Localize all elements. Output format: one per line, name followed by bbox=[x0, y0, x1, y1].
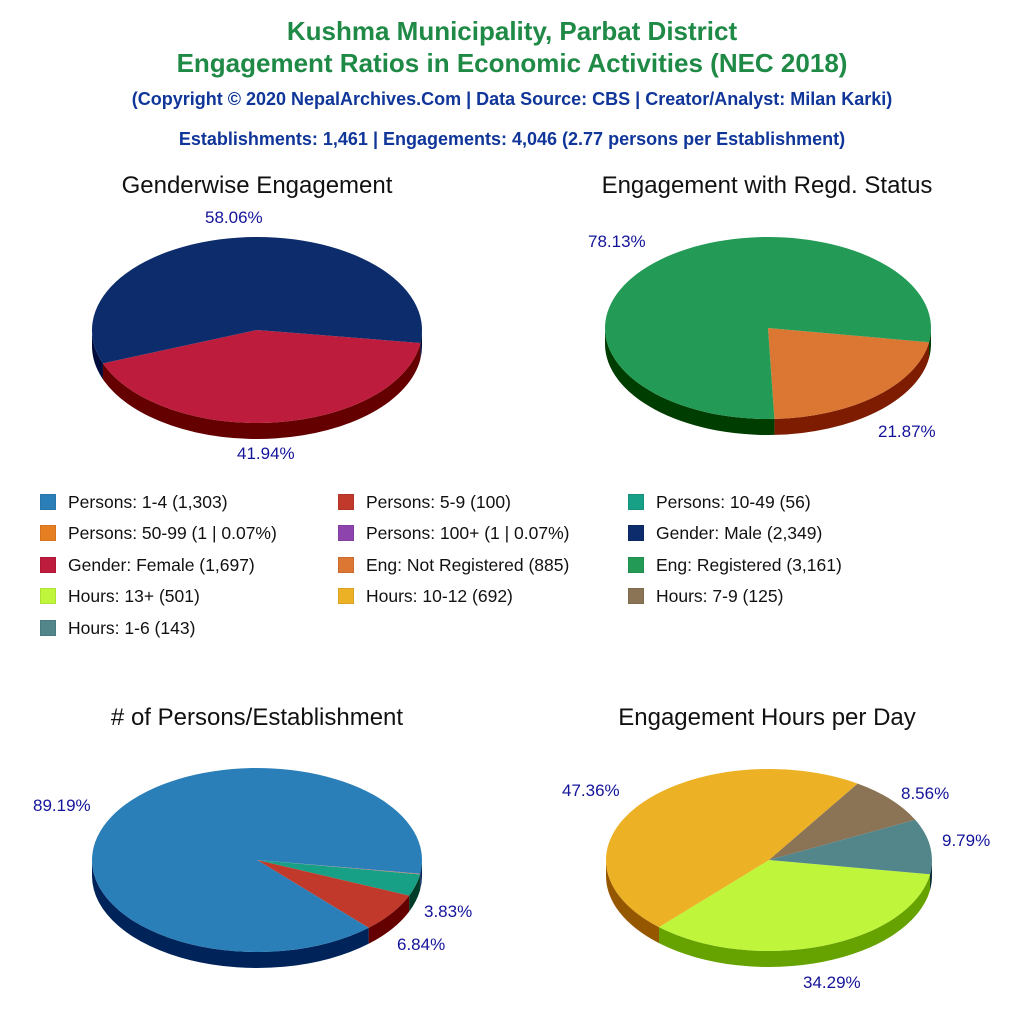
summary-line: Establishments: 1,461 | Engagements: 4,0… bbox=[178, 129, 846, 149]
legend-item: Persons: 100+ (1 | 0.07%) bbox=[338, 523, 569, 543]
legend-item: Persons: 50-99 (1 | 0.07%) bbox=[40, 523, 277, 543]
pct-label-male: 58.06% bbox=[205, 208, 263, 227]
pie-side-wall bbox=[605, 328, 775, 435]
pie-side-wall bbox=[92, 860, 369, 969]
pie-slice bbox=[257, 860, 421, 874]
legend-item: Hours: 7-9 (125) bbox=[628, 586, 783, 606]
pie-slice bbox=[257, 860, 420, 896]
pie-side-wall bbox=[92, 330, 103, 380]
legend-swatch bbox=[40, 620, 56, 636]
pct-label-persons-1-4: 89.19% bbox=[33, 796, 91, 815]
pie-side-wall bbox=[102, 342, 421, 439]
pct-label-not-registered: 21.87% bbox=[878, 422, 936, 441]
credits-line: (Copyright © 2020 NepalArchives.Com | Da… bbox=[131, 89, 893, 109]
legend-swatch bbox=[40, 494, 56, 510]
pie-slice bbox=[257, 860, 421, 875]
legend-swatch bbox=[628, 588, 644, 604]
legend-swatch bbox=[338, 588, 354, 604]
pie-title-gender: Genderwise Engagement bbox=[121, 172, 393, 199]
legend-swatch bbox=[338, 557, 354, 573]
legend-swatch bbox=[628, 557, 644, 573]
legend-item: Persons: 5-9 (100) bbox=[338, 492, 511, 512]
pie-side-wall bbox=[409, 874, 420, 912]
pie-side-wall bbox=[774, 342, 929, 435]
pct-label-hours-1-6: 9.79% bbox=[942, 831, 991, 850]
pie-slice bbox=[658, 860, 930, 951]
legend-item: Persons: 1-4 (1,303) bbox=[40, 492, 228, 512]
pie-title-regd: Engagement with Regd. Status bbox=[601, 172, 933, 199]
legend-item: Hours: 1-6 (143) bbox=[40, 618, 195, 638]
pie-slice bbox=[257, 860, 410, 928]
pct-label-hours-10-12: 47.36% bbox=[562, 781, 620, 800]
legend-swatch bbox=[338, 494, 354, 510]
pie-side-wall bbox=[658, 874, 930, 968]
legend-swatch bbox=[40, 525, 56, 541]
pie-slice bbox=[769, 783, 916, 860]
pct-label-persons-5-9: 6.84% bbox=[397, 935, 446, 954]
pie-title-persons: # of Persons/Establishment bbox=[110, 704, 404, 731]
pie-title-hours: Engagement Hours per Day bbox=[618, 704, 916, 731]
pie-slice bbox=[606, 769, 858, 928]
pie-side-wall bbox=[929, 860, 932, 891]
legend-item: Gender: Male (2,349) bbox=[628, 523, 822, 543]
pie-side-wall bbox=[606, 860, 659, 944]
chart-title-line2: Engagement Ratios in Economic Activities… bbox=[176, 48, 848, 78]
pie-side-wall bbox=[420, 330, 422, 359]
pie-side-wall bbox=[928, 328, 931, 359]
pct-label-registered: 78.13% bbox=[588, 232, 646, 251]
legend-swatch bbox=[40, 557, 56, 573]
legend-swatch bbox=[628, 494, 644, 510]
pie-slice bbox=[604, 237, 931, 419]
legend-swatch bbox=[338, 525, 354, 541]
pct-label-hours-7-9: 8.56% bbox=[901, 784, 950, 803]
pie-slice bbox=[91, 768, 422, 953]
legend-swatch bbox=[628, 525, 644, 541]
chart-title-line1: Kushma Municipality, Parbat District bbox=[286, 16, 738, 46]
pie-side-wall bbox=[368, 895, 410, 944]
legend-item: Hours: 10-12 (692) bbox=[338, 586, 513, 606]
legend-item: Hours: 13+ (501) bbox=[40, 586, 200, 606]
pie-slice bbox=[768, 328, 929, 419]
pct-label-female: 41.94% bbox=[237, 444, 295, 463]
legend-swatch bbox=[40, 588, 56, 604]
pie-slice bbox=[91, 236, 422, 364]
legend-item: Gender: Female (1,697) bbox=[40, 555, 255, 575]
legend-item: Eng: Registered (3,161) bbox=[628, 555, 842, 575]
pie-side-wall bbox=[420, 860, 422, 890]
legend-item: Eng: Not Registered (885) bbox=[338, 555, 569, 575]
pct-label-persons-10-49: 3.83% bbox=[424, 902, 473, 921]
pie-slice bbox=[769, 819, 932, 875]
pie-slice bbox=[102, 330, 421, 423]
legend-item: Persons: 10-49 (56) bbox=[628, 492, 811, 512]
pct-label-hours-13plus: 34.29% bbox=[803, 973, 861, 992]
